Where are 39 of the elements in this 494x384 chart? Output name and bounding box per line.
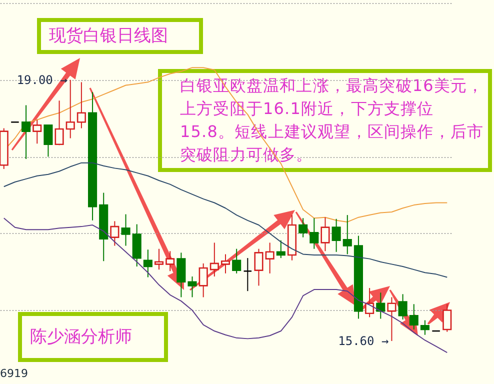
candlestick (198, 262, 208, 298)
candlestick (66, 79, 75, 139)
candlestick (220, 254, 230, 274)
candlestick (166, 250, 175, 272)
candlestick (298, 218, 308, 238)
candlestick (342, 214, 352, 255)
candlestick (121, 214, 130, 246)
candlestick (310, 218, 319, 250)
candlestick (232, 248, 242, 274)
candlestick (22, 104, 31, 160)
candlestick (32, 119, 42, 144)
text: 现货白银日线图 (37, 18, 203, 54)
candlestick (420, 320, 430, 336)
annotation: 15.60 → (338, 334, 389, 348)
candlestick (254, 248, 264, 286)
candlestick (409, 304, 418, 330)
candlestick (44, 124, 53, 158)
candlestick (276, 240, 286, 259)
candlestick (210, 242, 219, 277)
candlestick (132, 224, 142, 267)
candlestick (332, 218, 341, 252)
candlestick (387, 296, 396, 342)
candlestick (110, 220, 120, 246)
candlestick (320, 216, 330, 252)
annotation: 陈少涵分析师 (18, 312, 168, 362)
annotation: 19.00 → (16, 72, 68, 87)
candlestick (442, 304, 452, 332)
candlestick (154, 248, 164, 270)
candlestick (188, 276, 197, 298)
candlestick (365, 288, 374, 318)
candlestick (143, 249, 152, 278)
candlestick (376, 292, 386, 320)
candlestick (76, 82, 86, 129)
candlestick (54, 100, 64, 146)
candlestick (176, 252, 186, 298)
annotation: 6919 (0, 367, 28, 380)
candlestick (265, 242, 274, 274)
candlestick (243, 258, 252, 292)
candlestick (398, 294, 408, 320)
